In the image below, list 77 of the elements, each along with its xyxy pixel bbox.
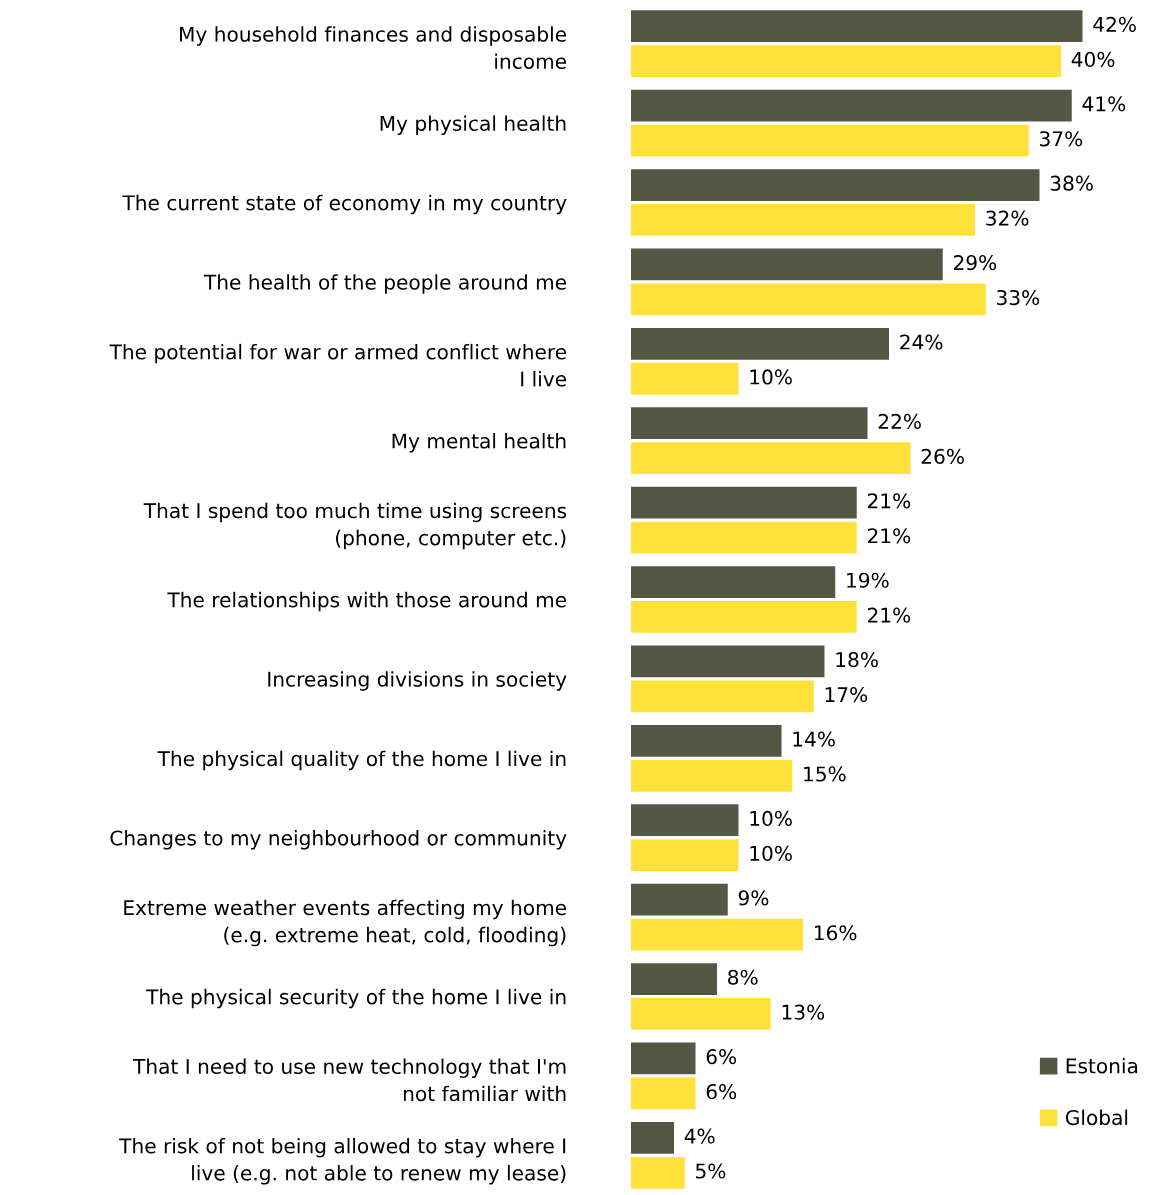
data-label: 33% <box>997 289 1040 306</box>
data-label: 8% <box>728 969 758 985</box>
bar <box>631 839 739 872</box>
bar <box>631 521 857 554</box>
bar <box>631 918 803 951</box>
bar <box>631 1121 674 1154</box>
bar <box>631 1042 696 1075</box>
data-label: 21% <box>867 607 911 623</box>
bar <box>631 998 771 1030</box>
bar <box>631 248 943 281</box>
data-label: 22% <box>878 413 921 430</box>
y-tick-label: The health of the people around me <box>203 274 567 294</box>
data-label: 16% <box>814 925 857 941</box>
legend-label: Estonia <box>1066 1057 1138 1074</box>
data-label: 38% <box>1050 175 1093 191</box>
data-label: 32% <box>986 210 1029 226</box>
bar <box>631 1156 685 1189</box>
bar <box>631 1077 696 1110</box>
data-label: 19% <box>847 572 889 588</box>
bar <box>631 804 739 837</box>
data-label: 24% <box>900 334 943 350</box>
bar <box>631 601 857 633</box>
bar <box>631 327 889 360</box>
data-label: 41% <box>1082 96 1126 112</box>
data-label: 10% <box>750 845 792 861</box>
bar <box>631 362 739 395</box>
data-label: 29% <box>953 255 997 271</box>
y-tick-label: The physical quality of the home I live in <box>157 750 566 771</box>
y-tick-label: The current state of economy in my country <box>122 194 567 215</box>
bar <box>631 645 825 678</box>
bar <box>631 89 1072 122</box>
y-tick-label: The physical security of the home I live in <box>146 988 566 1009</box>
bar <box>631 759 793 792</box>
data-label: 14% <box>793 731 835 747</box>
bar <box>631 407 868 440</box>
bar <box>631 283 986 316</box>
y-tick-label: That I spend too much time using screens (phone, computer etc.) <box>143 502 567 550</box>
y-tick-label: My physical health <box>380 115 566 135</box>
data-label: 17% <box>825 686 868 703</box>
y-tick-label: The potential for war or armed conflict where I live <box>109 343 567 387</box>
bar <box>631 566 836 598</box>
data-label: 10% <box>750 369 792 385</box>
bar <box>631 442 911 475</box>
y-tick-label: My mental health <box>392 433 566 453</box>
bar <box>631 10 1083 43</box>
data-label: 26% <box>921 448 964 464</box>
data-label: 6% <box>706 1083 737 1100</box>
data-label: 21% <box>867 528 911 544</box>
data-label: 6% <box>706 1049 737 1065</box>
y-tick-label: The risk of not being allowed to stay where I live (e.g. not able to renew my lease) <box>119 1137 566 1185</box>
bar <box>631 883 728 916</box>
y-tick-label: Extreme weather events affecting my home (e.g. extreme heat, cold, flooding) <box>124 899 567 947</box>
y-tick-label: The relationships with those around me <box>167 591 567 612</box>
data-label: 5% <box>696 1163 726 1179</box>
y-tick-label: Increasing divisions in society <box>268 671 567 691</box>
data-label: 42% <box>1093 16 1136 33</box>
data-label: 21% <box>867 493 911 509</box>
bar <box>631 169 1040 201</box>
data-label: 15% <box>804 766 846 782</box>
bar <box>631 204 975 236</box>
bar <box>631 124 1029 157</box>
data-label: 10% <box>750 810 792 827</box>
data-label: 4% <box>684 1128 715 1144</box>
bar <box>631 963 717 995</box>
data-label: 9% <box>738 890 769 906</box>
y-tick-label: My household finances and disposable income <box>180 26 567 70</box>
y-tick-label: Changes to my neighbourhood or community <box>110 830 567 850</box>
data-label: 40% <box>1071 51 1115 67</box>
y-tick-label: That I need to use new technology that I'm not familiar with <box>132 1058 566 1102</box>
data-label: 18% <box>836 652 878 668</box>
bar <box>631 680 814 713</box>
data-label: 13% <box>782 1004 825 1020</box>
data-label: 37% <box>1040 131 1083 147</box>
legend-label: Global <box>1065 1109 1128 1126</box>
bar <box>631 724 782 757</box>
bar <box>631 45 1061 78</box>
bar <box>631 486 857 519</box>
